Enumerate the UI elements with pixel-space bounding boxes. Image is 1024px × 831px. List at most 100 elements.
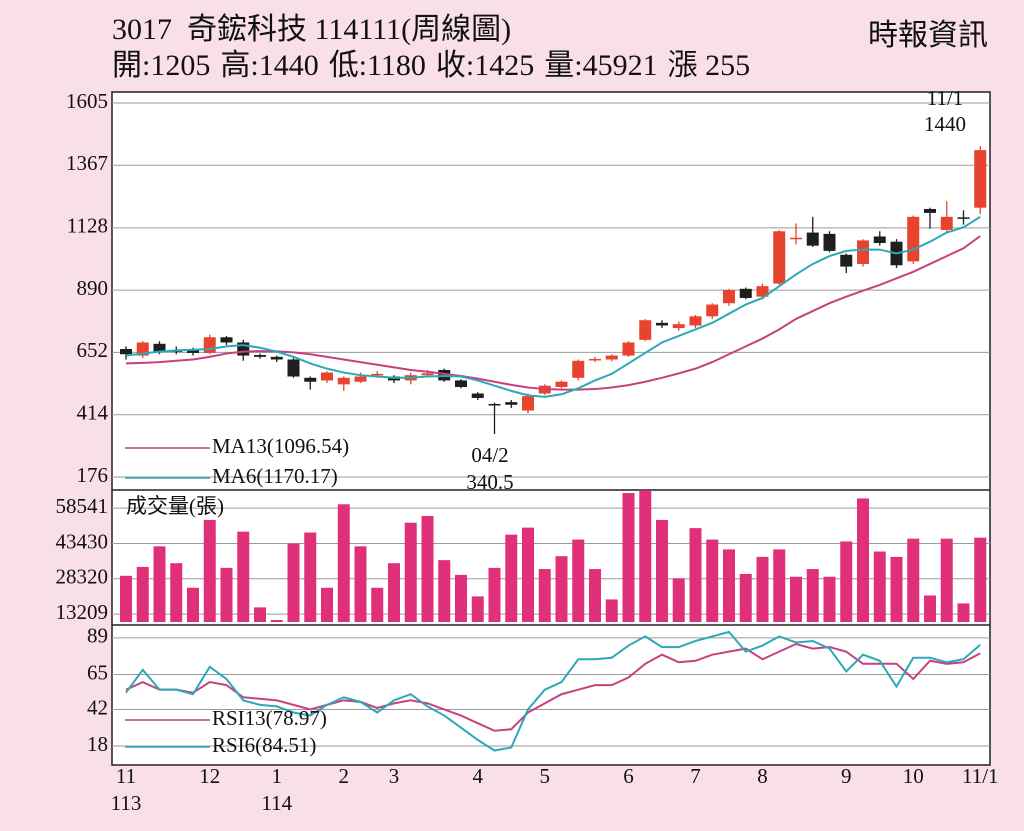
x-tick-year: 114 xyxy=(261,791,292,815)
candle-body xyxy=(739,288,752,298)
candle-body xyxy=(505,402,518,405)
volume-bar xyxy=(120,575,132,622)
candle-body xyxy=(806,232,819,246)
y-tick-label: 58541 xyxy=(56,494,109,518)
volume-bar xyxy=(974,537,987,622)
annotation-value: 340.5 xyxy=(466,470,513,494)
y-tick-label: 65 xyxy=(87,660,108,684)
stats: 開:1205 高:1440 低:1180 收:1425 量:45921 漲 255 xyxy=(112,49,750,82)
volume-bar xyxy=(806,569,819,622)
legend-label: RSI13(78.97) xyxy=(212,706,327,730)
volume-bar xyxy=(488,567,501,622)
candle-body xyxy=(689,316,702,326)
candle-body xyxy=(924,208,936,213)
plot-panel xyxy=(111,91,991,766)
candle-body xyxy=(120,349,132,355)
candle-body xyxy=(254,355,266,357)
stat-value: 1205 xyxy=(150,49,210,82)
volume-bar xyxy=(589,569,601,622)
volume-bar xyxy=(639,490,652,622)
x-tick-label: 5 xyxy=(540,764,551,788)
volume-bar xyxy=(723,549,735,622)
candle-body xyxy=(589,358,601,361)
x-tick-label: 7 xyxy=(690,764,701,788)
x-tick-label: 4 xyxy=(473,764,484,788)
candle-body xyxy=(270,356,283,360)
volume-bar xyxy=(237,531,250,622)
volume-bar xyxy=(354,546,367,622)
volume-bar xyxy=(957,603,970,622)
candle-body xyxy=(455,380,467,387)
panel-title: 成交量(張) xyxy=(126,494,224,518)
stat-value: 45921 xyxy=(583,49,658,82)
volume-bar xyxy=(672,578,685,622)
x-tick-label: 6 xyxy=(623,764,634,788)
volume-bar xyxy=(254,607,266,622)
candle-body xyxy=(555,381,568,387)
volume-bar xyxy=(739,573,752,622)
annotation: 04/2 xyxy=(471,443,508,467)
volume-bar xyxy=(538,569,551,622)
volume-bar xyxy=(270,620,283,622)
candle-body xyxy=(488,403,501,406)
volume-bar xyxy=(404,522,417,622)
candle-body xyxy=(723,290,735,304)
volume-bar xyxy=(471,596,484,622)
volume-bar xyxy=(940,538,953,622)
volume-bar xyxy=(857,498,869,622)
source: 時報資訊 xyxy=(868,19,988,52)
candle-body xyxy=(321,372,333,381)
candle-body xyxy=(706,304,719,317)
x-tick-year: 113 xyxy=(111,791,142,815)
stat-value: 1425 xyxy=(474,49,534,82)
annotation: 11/1 xyxy=(927,86,964,110)
annotation-value: 1440 xyxy=(924,112,966,136)
candle-body xyxy=(153,343,166,352)
candle-body xyxy=(522,396,534,411)
y-tick-label: 42 xyxy=(87,695,108,719)
volume-bar xyxy=(187,587,199,622)
candle-body xyxy=(337,377,350,385)
candle-body xyxy=(605,355,618,360)
volume-bar xyxy=(840,541,853,622)
volume-bar xyxy=(756,556,769,622)
volume-bar xyxy=(924,595,936,622)
stat-label: 開: xyxy=(112,49,150,82)
stat-label: 漲 xyxy=(668,49,706,82)
volume-bar xyxy=(304,532,317,622)
x-tick-label: 12 xyxy=(199,764,220,788)
volume-bar xyxy=(873,551,886,622)
volume-bar xyxy=(773,549,786,622)
candle-body xyxy=(790,237,802,240)
volume-bar xyxy=(823,576,836,622)
y-tick-label: 652 xyxy=(77,338,109,362)
candle-body xyxy=(773,231,786,284)
stat-label: 高: xyxy=(220,49,258,82)
volume-bar xyxy=(337,504,350,622)
x-tick-label: 11/1 xyxy=(962,764,999,788)
volume-bar xyxy=(505,534,518,622)
candle-body xyxy=(220,337,233,343)
candle-body xyxy=(471,393,484,398)
stat-value: 255 xyxy=(705,49,750,82)
volume-bar xyxy=(572,539,585,622)
x-tick-label: 1 xyxy=(272,764,283,788)
candle-body xyxy=(857,240,869,264)
stat-label: 低: xyxy=(329,49,367,82)
candle-body xyxy=(304,377,317,382)
stat-label: 收: xyxy=(436,49,474,82)
candle-body xyxy=(940,216,953,230)
volume-bar xyxy=(622,493,635,622)
x-tick-label: 10 xyxy=(903,764,924,788)
candle-body xyxy=(656,322,668,326)
legend-label: MA6(1170.17) xyxy=(212,464,338,488)
candle-body xyxy=(421,373,434,376)
volume-bar xyxy=(555,556,568,622)
candle-body xyxy=(840,254,853,267)
volume-bar xyxy=(170,563,183,622)
x-tick-label: 11 xyxy=(116,764,136,788)
candle-body xyxy=(672,324,685,329)
y-tick-label: 28320 xyxy=(56,565,109,589)
